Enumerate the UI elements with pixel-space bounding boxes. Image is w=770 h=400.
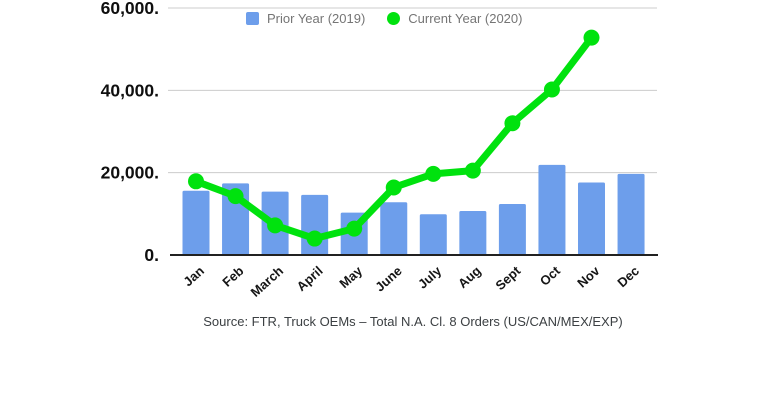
bar-june[interactable]	[380, 202, 408, 255]
x-tick-label: Oct	[537, 263, 564, 289]
bar-dec[interactable]	[617, 173, 645, 255]
combo-chart: 0. 20,000. 40,000. 60,000. Jan Feb March April M…	[101, 0, 658, 300]
point-feb[interactable]	[227, 188, 244, 205]
bar-july[interactable]	[419, 214, 447, 255]
x-tick-label: Feb	[219, 263, 246, 290]
point-july[interactable]	[425, 165, 442, 182]
legend-item-prior-year[interactable]: Prior Year (2019)	[246, 11, 365, 26]
x-tick-label: May	[336, 263, 365, 292]
point-oct[interactable]	[543, 81, 560, 98]
point-june[interactable]	[385, 179, 402, 196]
y-tick-label: 20,000.	[101, 163, 159, 183]
x-tick-label: Dec	[614, 263, 642, 290]
legend-item-current-year[interactable]: Current Year (2020)	[387, 11, 522, 26]
y-tick-label: 0.	[144, 245, 159, 265]
chart-legend: Prior Year (2019) Current Year (2020)	[246, 11, 522, 26]
line-series-swatch-icon	[387, 12, 401, 25]
bar-series-swatch-icon	[246, 12, 259, 25]
point-aug[interactable]	[464, 162, 481, 179]
legend-label-prior-year: Prior Year (2019)	[267, 11, 366, 26]
point-march[interactable]	[267, 217, 284, 234]
x-tick-label: April	[294, 263, 326, 294]
x-tick-label: March	[248, 263, 287, 300]
point-april[interactable]	[306, 230, 323, 247]
bar-nov[interactable]	[578, 182, 605, 255]
x-tick-label: Aug	[455, 263, 484, 291]
x-tick-label: July	[415, 263, 445, 292]
bar-oct[interactable]	[538, 164, 566, 255]
point-may[interactable]	[346, 220, 363, 237]
bar-jan[interactable]	[182, 190, 210, 255]
y-tick-label: 40,000.	[101, 80, 159, 100]
x-tick-label: Sept	[492, 263, 523, 293]
bar-sept[interactable]	[498, 203, 526, 255]
x-tick-label: June	[372, 263, 405, 294]
x-tick-label: Jan	[180, 263, 207, 289]
point-jan[interactable]	[188, 173, 204, 190]
y-tick-label: 60,000.	[101, 0, 159, 18]
point-sept[interactable]	[504, 115, 521, 132]
x-tick-label: Nov	[574, 263, 603, 291]
point-nov[interactable]	[583, 29, 600, 46]
bar-aug[interactable]	[459, 210, 487, 255]
source-note: Source: FTR, Truck OEMs – Total N.A. Cl.…	[203, 314, 623, 329]
legend-label-current-year: Current Year (2020)	[408, 11, 523, 26]
